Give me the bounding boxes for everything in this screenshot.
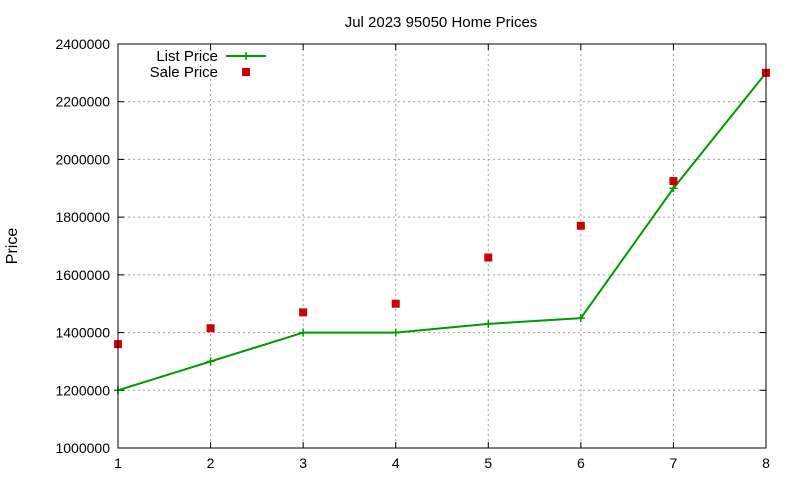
x-tick-label: 8: [762, 455, 770, 471]
y-tick-label: 2000000: [55, 151, 110, 167]
series-list-price: [114, 68, 770, 395]
series-sale-price: [114, 68, 770, 349]
data-point: [206, 324, 215, 333]
legend-label: Sale Price: [150, 64, 218, 81]
y-axis-label: Price: [4, 228, 21, 265]
y-tick-label: 1600000: [55, 267, 110, 283]
data-point: [299, 308, 308, 317]
x-tick-label: 4: [392, 455, 400, 471]
y-tick-label: 1000000: [55, 440, 110, 456]
x-tick-label: 2: [207, 455, 215, 471]
data-point: [206, 357, 215, 366]
plot-frame: [117, 43, 767, 449]
data-point: [391, 328, 400, 337]
legend-swatch-marker: [242, 52, 250, 60]
data-point: [669, 177, 678, 186]
data-point: [299, 328, 308, 337]
x-tick-label: 3: [299, 455, 307, 471]
x-tick-label: 6: [577, 455, 585, 471]
y-tick-label: 2200000: [55, 94, 110, 110]
data-point: [484, 253, 493, 262]
x-tick-label: 1: [114, 455, 122, 471]
series-line: [117, 72, 767, 392]
data-point: [484, 319, 493, 328]
legend-label: List Price: [156, 48, 218, 65]
grid: [118, 44, 766, 448]
chart-title: Jul 2023 95050 Home Prices: [345, 14, 538, 31]
y-tick-label: 1800000: [55, 209, 110, 225]
legend-swatch-marker: [242, 68, 250, 76]
x-tick-label: 7: [670, 455, 678, 471]
data-point: [576, 221, 585, 230]
data-point: [669, 184, 678, 193]
data-point: [576, 314, 585, 323]
y-tick-label: 1400000: [55, 325, 110, 341]
axis-ticks: 1 2 3 4 5 6 7 8 1000000 1200000 1400000 1600000 1800…: [55, 36, 770, 471]
x-tick-label: 5: [484, 455, 492, 471]
y-tick-label: 1200000: [55, 382, 110, 398]
y-tick-label: 2400000: [55, 36, 110, 52]
data-point: [391, 299, 400, 308]
series-layer: [114, 68, 770, 395]
